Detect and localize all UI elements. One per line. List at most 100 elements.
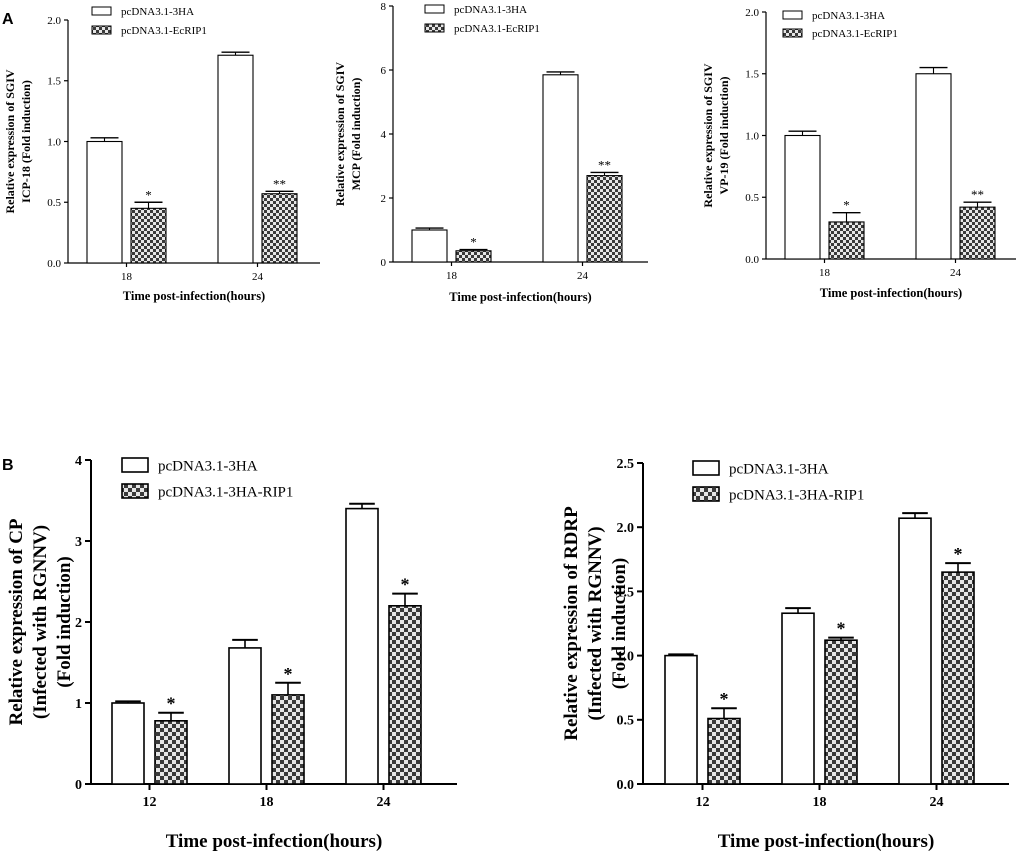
y-tick-label: 2 [381,193,387,205]
significance-marker: ** [273,176,286,191]
y-tick-label: 2.0 [745,7,759,19]
y-tick-label: 0.5 [47,197,61,209]
significance-marker: ** [598,157,611,172]
y-tick-label: 2.5 [617,457,635,472]
significance-marker: * [470,235,477,250]
y-tick-label: 1.5 [745,69,759,81]
y-tick-label: 4 [381,129,387,141]
bar-treatment [707,717,741,785]
y-tick-label: 1 [75,697,82,712]
y-axis-label: (Infected with RGNNV) [585,526,606,720]
x-axis-label: Time post-infection(hours) [449,290,591,304]
y-tick-label: 0.5 [745,192,759,204]
legend-swatch [424,4,445,14]
bar-control [217,54,254,264]
significance-marker: * [167,694,176,714]
legend-swatch [91,6,112,16]
y-tick-label: 3 [75,535,82,550]
bar-control [345,507,379,785]
x-tick-label: 24 [930,795,944,810]
y-tick-label: 0.0 [617,778,635,793]
x-tick-label: 24 [950,267,962,279]
y-axis-label: Relative expression of SGIV [333,62,347,206]
x-tick-label: 18 [260,795,274,810]
y-tick-label: 1.0 [745,130,759,142]
legend-swatch [424,23,445,33]
y-tick-label: 0.5 [617,714,635,729]
x-axis-label: Time post-infection(hours) [123,289,265,303]
y-tick-label: 4 [75,454,82,469]
chart-3: 0.0 0.5 1.0 1.5 2.0 * 18 ** 24 Time post-infectio… [701,7,1016,300]
x-tick-label: 24 [577,270,589,282]
y-tick-label: 8 [381,1,387,13]
y-axis-label: ICP-18 (Fold induction) [19,80,33,203]
y-axis-label: (Infected with RGNNV) [30,525,51,719]
y-axis-label: MCP (Fold induction) [349,78,363,191]
significance-marker: * [843,198,850,213]
bar-control [664,654,698,785]
y-axis-label: Relative expression of SGIV [3,69,17,213]
x-tick-label: 24 [252,271,264,283]
bar-control [111,702,145,785]
bar-treatment [455,250,492,263]
panel-a-label: A [2,11,14,28]
legend-label: pcDNA3.1-3HA-RIP1 [158,484,293,500]
y-tick-label: 2.0 [47,15,61,27]
legend-label: pcDNA3.1-3HA [454,4,527,16]
y-tick-label: 1.0 [617,650,635,665]
x-tick-label: 18 [813,795,827,810]
bar-control [228,647,262,785]
bar-treatment [941,571,975,785]
significance-marker: * [720,689,729,709]
y-axis-label: (Fold induction) [609,558,630,689]
bar-control [784,134,821,260]
y-tick-label: 0.0 [745,254,759,266]
bar-treatment [824,639,858,785]
legend-label: pcDNA3.1-3HA [158,458,258,474]
bar-treatment [959,206,996,260]
x-tick-label: 18 [819,267,831,279]
legend-label: pcDNA3.1-EcRIP1 [121,25,207,37]
legend-swatch [782,10,803,20]
legend-label: pcDNA3.1-EcRIP1 [812,28,898,40]
y-axis-label: Relative expression of SGIV [701,63,715,207]
bar-treatment [271,694,305,785]
x-tick-label: 24 [377,795,391,810]
legend-swatch [121,457,149,473]
bar-control [411,229,448,263]
bar-treatment [130,207,167,264]
significance-marker: * [284,664,293,684]
y-tick-label: 1.5 [617,585,635,600]
y-tick-label: 6 [381,65,387,77]
significance-marker: * [145,187,152,202]
bar-control [86,140,123,264]
y-tick-label: 2.0 [617,521,635,536]
y-axis-label: VP-19 (Fold induction) [717,76,731,194]
bar-treatment [154,720,188,785]
legend-swatch [692,460,720,476]
y-tick-label: 0 [75,778,82,793]
legend-label: pcDNA3.1-3HA [729,461,829,477]
bar-treatment [586,175,623,263]
x-axis-label: Time post-infection(hours) [820,286,962,300]
legend-label: pcDNA3.1-3HA-RIP1 [729,487,864,503]
y-tick-label: 1.5 [47,76,61,88]
x-axis-label: Time post-infection(hours) [166,831,383,851]
chart-1: 0.0 0.5 1.0 1.5 2.0 * 18 ** 24 Time post-infectio… [3,6,320,303]
y-tick-label: 0 [381,257,387,269]
y-tick-label: 0.0 [47,258,61,270]
bar-control [781,612,815,785]
legend-swatch [91,25,112,35]
y-axis-label: (Fold induction) [54,556,75,687]
bar-treatment [828,221,865,260]
bar-control [898,517,932,785]
legend-swatch [692,486,720,502]
significance-marker: * [837,619,846,639]
panel-b-label: B [2,457,14,474]
bar-control [915,73,952,260]
y-axis-label: Relative expression of RDRP [561,506,582,741]
